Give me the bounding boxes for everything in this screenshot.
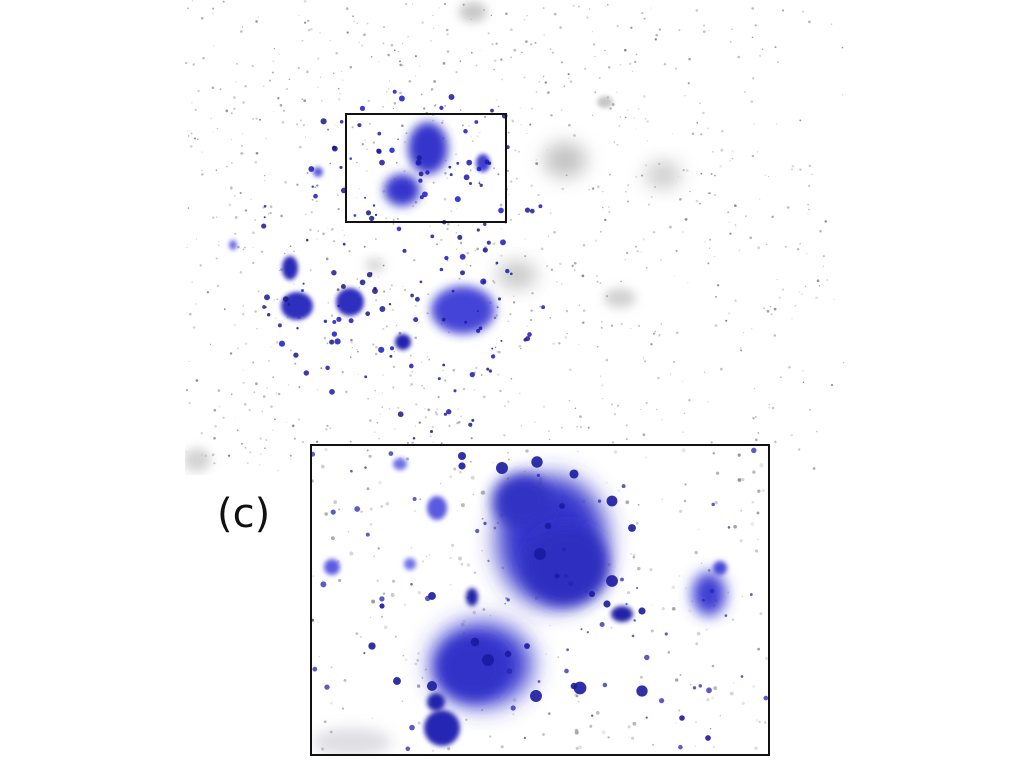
blue-point-sources <box>261 89 546 440</box>
inset-point-sources <box>312 447 768 752</box>
inset-cluster-blobs <box>312 458 727 754</box>
overview-field-image <box>185 0 845 475</box>
gray-galaxy-halos <box>185 2 681 472</box>
panel-label: (c) <box>217 491 271 537</box>
overview-field-svg <box>185 0 845 475</box>
background-star-field <box>185 0 845 475</box>
zoom-region-box <box>345 113 507 223</box>
zoomed-field-svg <box>312 447 768 754</box>
zoomed-inset-image <box>310 444 770 756</box>
